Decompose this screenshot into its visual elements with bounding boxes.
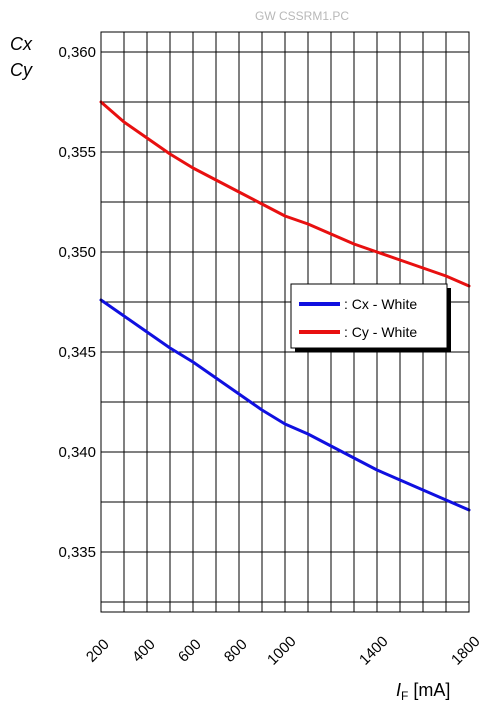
- series-line-cx: [99, 298, 471, 512]
- x-tick-label: 400: [129, 636, 159, 666]
- x-tick-label: 1400: [356, 633, 392, 669]
- y-axis-label-cy: Cy: [10, 60, 33, 80]
- y-tick-label: 0,355: [58, 144, 96, 161]
- x-tick-label: 1000: [264, 633, 300, 669]
- y-tick-label: 0,360: [58, 44, 96, 61]
- y-tick-label: 0,350: [58, 244, 96, 261]
- watermark-text: GW CSSRM1.PC: [255, 9, 349, 23]
- x-tick-label: 1800: [448, 633, 484, 669]
- legend-label-cy: : Cy - White: [344, 324, 417, 340]
- x-axis-label-symbol: I: [396, 680, 401, 700]
- x-tick-label: 600: [175, 636, 205, 666]
- legend: : Cx - White : Cy - White: [290, 283, 451, 352]
- series-lines: [99, 100, 471, 512]
- y-tick-label: 0,335: [58, 544, 96, 561]
- x-tick-label: 800: [221, 636, 251, 666]
- y-tick-label: 0,345: [58, 344, 96, 361]
- series-line-cy: [99, 100, 471, 288]
- x-axis-label: IF [mA]: [396, 680, 450, 702]
- legend-box: [290, 283, 448, 349]
- legend-label-cx: : Cx - White: [344, 296, 417, 312]
- x-axis-label-subscript: F: [401, 689, 408, 702]
- x-tick-label: 200: [83, 636, 113, 666]
- y-axis-label-cx: Cx: [10, 34, 33, 54]
- x-tick-labels: 200 400 600 800 1000 1400 1800: [83, 633, 484, 669]
- y-tick-label: 0,340: [58, 444, 96, 461]
- x-axis-label-unit: [mA]: [413, 680, 450, 700]
- y-tick-labels: 0,335 0,340 0,345 0,350 0,355 0,360: [58, 44, 96, 561]
- plot-frame: [100, 31, 470, 613]
